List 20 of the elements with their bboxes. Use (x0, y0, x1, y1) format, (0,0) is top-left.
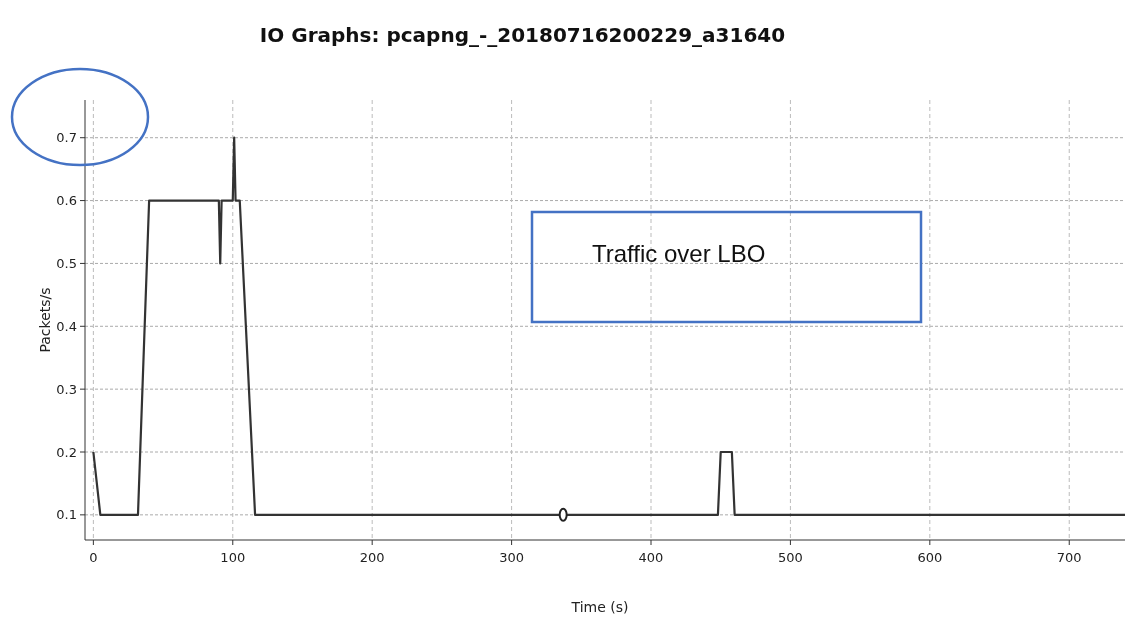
y-tick-label: 0.5 (56, 255, 77, 271)
x-axis-title: Time (s) (570, 599, 629, 615)
x-tick-label: 400 (638, 550, 664, 565)
x-tick-label: 300 (499, 550, 525, 565)
x-tick-label: 600 (917, 550, 943, 565)
y-tick-label: 0.2 (56, 444, 77, 460)
x-tick-label: 0 (89, 550, 98, 565)
y-tick-label: 0.1 (56, 507, 77, 523)
x-tick-label: 700 (1056, 550, 1082, 565)
x-tick-label: 100 (220, 550, 246, 565)
y-axis-title: Packets/s (37, 287, 53, 353)
annotation: Traffic over LBO (592, 240, 766, 267)
y-tick-label: 0.6 (56, 193, 77, 209)
chart-title: IO Graphs: pcapng_-_20180716200229_a31640 (259, 23, 786, 47)
y-tick-label: 0.3 (56, 381, 77, 397)
y-tick-label: 0.4 (56, 318, 77, 334)
x-tick-label: 500 (778, 550, 803, 565)
line-series (92, 136, 1125, 516)
x-tick-label: 200 (359, 550, 385, 565)
y-tick-label: 0.7 (56, 130, 77, 146)
